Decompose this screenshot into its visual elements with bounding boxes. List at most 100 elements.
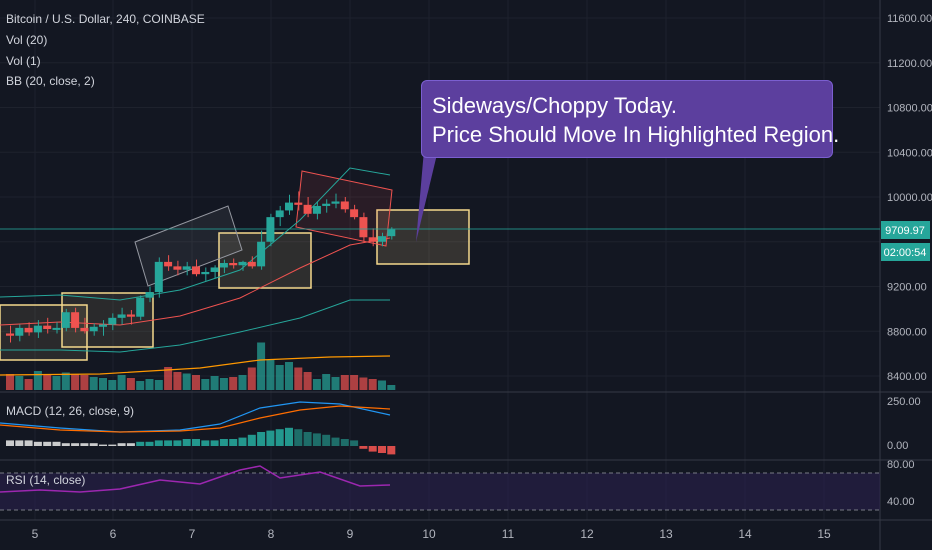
candle-body [99, 324, 107, 327]
bb-upper [0, 167, 391, 301]
macd-histogram-bar [89, 443, 98, 446]
indicator-macd[interactable]: MACD (12, 26, close, 9) [6, 404, 135, 418]
candle-body [229, 263, 238, 266]
macd-tick-label: 250.00 [887, 396, 921, 408]
indicator-vol-1[interactable]: Vol (1) [6, 54, 41, 68]
volume-bar [257, 342, 266, 390]
price-tick-label: 8800.00 [887, 326, 927, 338]
volume-bar [331, 377, 340, 390]
callout-line-1: Sideways/Choppy Today. [432, 93, 677, 118]
macd-histogram-bar [219, 439, 228, 446]
price-tick-label: 11200.00 [887, 58, 932, 70]
price-axis[interactable]: 11600.00 11200.00 10800.00 10400.00 10000.00… [887, 13, 932, 383]
candle-body [247, 261, 256, 267]
volume-bar [387, 385, 396, 390]
candle-body [154, 261, 163, 293]
rsi-tick-label: 40.00 [887, 496, 915, 508]
macd-histogram-bar [6, 440, 14, 446]
volume-bar [192, 375, 200, 390]
candle-body [350, 209, 359, 218]
macd-histogram-bar [33, 441, 42, 446]
time-tick-label: 7 [189, 527, 196, 541]
indicator-vol-20[interactable]: Vol (20) [6, 33, 48, 47]
symbol-title[interactable]: Bitcoin / U.S. Dollar, 240, COINBASE [6, 12, 205, 26]
highlight-box[interactable] [376, 209, 470, 265]
price-tick-label: 8400.00 [887, 371, 927, 383]
macd-histogram-bar [303, 432, 312, 446]
volume-bar [340, 375, 349, 390]
annotation-callout[interactable]: Sideways/Choppy Today. Price Should Move… [421, 80, 840, 158]
macd-histogram-bar [192, 439, 200, 446]
rsi-axis: 80.00 40.00 [887, 459, 915, 508]
volume-bar [145, 379, 154, 390]
macd-histogram-bar [52, 441, 61, 446]
macd-histogram-bar [182, 439, 191, 446]
candle-body [71, 312, 80, 328]
macd-histogram-bar [164, 440, 173, 446]
volume-bar [322, 374, 331, 390]
candle-body [192, 266, 200, 275]
volume-bar [164, 367, 173, 390]
volume-bar [117, 375, 126, 390]
volume-bar [303, 372, 312, 390]
macd-histogram-bar [145, 441, 154, 446]
macd-histogram-bar [350, 440, 359, 446]
macd-histogram-bar [247, 434, 256, 446]
candle-body [61, 312, 70, 328]
last-price-value: 9709.97 [885, 225, 925, 237]
callout-pointer [416, 150, 438, 242]
candle-body [136, 297, 145, 317]
macd-histogram-bar [331, 437, 340, 446]
candle-body [368, 237, 377, 242]
volume-bar [89, 377, 98, 390]
volume-bar [238, 375, 247, 390]
time-axis[interactable]: 5 6 7 8 9 10 11 12 13 14 15 [32, 527, 831, 541]
macd-histogram-bar [154, 440, 163, 446]
last-price-badge [881, 221, 930, 239]
candle-body [294, 202, 303, 205]
rsi-band [0, 473, 880, 510]
volume-bar [201, 379, 210, 390]
time-tick-label: 14 [738, 527, 752, 541]
candle-body [126, 314, 135, 317]
price-tick-label: 10000.00 [887, 192, 932, 204]
macd-histogram-bar [136, 441, 145, 446]
macd-histogram-bar [340, 439, 349, 446]
candle-body [275, 210, 284, 218]
candle-body [257, 241, 266, 267]
volume-bar [182, 373, 191, 390]
volume-bars [0, 342, 396, 390]
candle-body [173, 266, 182, 270]
macd-histogram-bar [322, 434, 331, 446]
macd-histogram-bar [80, 443, 89, 446]
volume-bar [368, 379, 377, 390]
volume-bar [219, 378, 228, 390]
volume-bar [71, 374, 80, 390]
candle-body [89, 326, 98, 332]
macd-histogram-bar [266, 430, 275, 446]
indicator-rsi[interactable]: RSI (14, close) [6, 473, 86, 487]
macd-line [0, 401, 391, 433]
time-tick-label: 13 [659, 527, 673, 541]
candle-body [378, 236, 386, 242]
volume-bar [229, 377, 238, 390]
candle-body [145, 292, 154, 298]
volume-bar [210, 376, 219, 390]
volume-bar [359, 377, 368, 390]
callout-line-2: Price Should Move In Highlighted Region. [432, 122, 840, 147]
macd-histogram-bar [275, 429, 284, 446]
macd-histogram-bar [126, 443, 135, 446]
macd-histogram-bar [24, 440, 33, 446]
candle-body [238, 261, 247, 266]
candle-body [210, 267, 219, 272]
macd-tick-label: 0.00 [887, 440, 908, 452]
time-tick-label: 9 [347, 527, 354, 541]
volume-bar [24, 379, 33, 390]
macd-histogram-bar [210, 440, 219, 446]
volume-bar [99, 378, 107, 390]
candle-body [52, 327, 61, 330]
macd-histogram-bar [117, 443, 126, 446]
indicator-bb[interactable]: BB (20, close, 2) [6, 74, 95, 88]
macd-histogram-bar [294, 429, 303, 446]
candle-body [33, 325, 42, 333]
